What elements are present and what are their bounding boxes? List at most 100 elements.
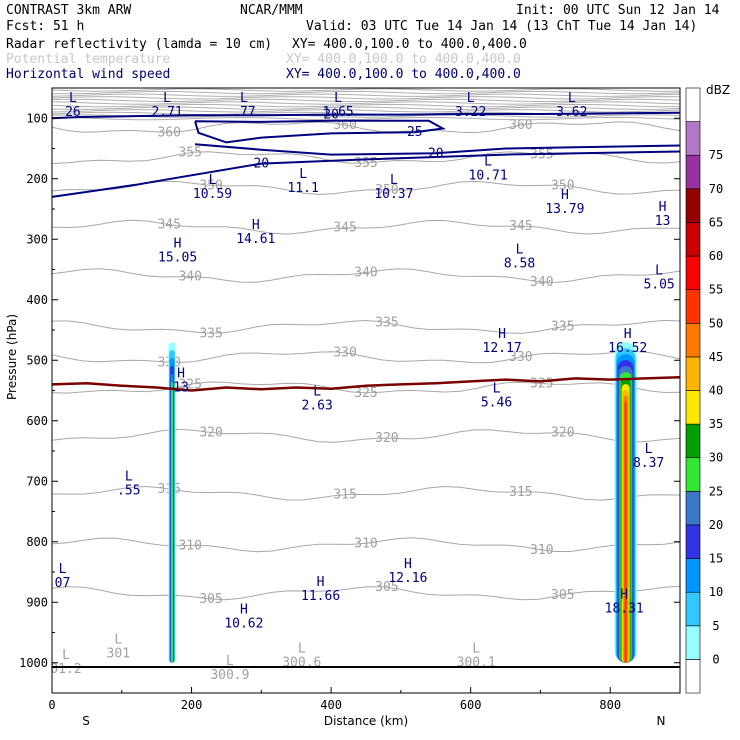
wind-contour-label: 20 xyxy=(323,108,339,123)
theta-contour-label: 310 xyxy=(530,543,553,558)
y-tick-label: 600 xyxy=(26,414,48,428)
theta-contour xyxy=(51,121,681,134)
theta-contour-label: 325 xyxy=(354,386,377,401)
stratosphere-isentrope xyxy=(51,101,681,105)
field-xy-theta: XY= 400.0,100.0 to 400.0,400.0 xyxy=(286,52,521,67)
theta-contour-label: 305 xyxy=(199,592,222,607)
extremum-value: 11.66 xyxy=(301,589,340,604)
extremum-marker: H xyxy=(177,366,185,381)
theta-contour xyxy=(51,350,681,364)
colorbar-level-label: 75 xyxy=(709,148,723,162)
theta-extremum-value: 01.2 xyxy=(50,662,81,677)
y-tick-label: 900 xyxy=(26,595,48,609)
extremum-marker: H xyxy=(174,236,182,251)
colorbar: 0 5 10 15 20 25 30 35 40 45 50 55 60 65 70 75 xyxy=(685,87,723,694)
extremum-value: 3.22 xyxy=(455,105,486,120)
colorbar-swatch xyxy=(685,322,701,358)
extremum-marker: L xyxy=(209,173,217,188)
extremum-marker: L xyxy=(390,173,398,188)
theta-contour-label: 345 xyxy=(157,218,180,233)
stratosphere-isentrope xyxy=(51,88,681,92)
extremum-marker: L xyxy=(163,91,171,106)
extremum-value: 14.61 xyxy=(236,232,275,247)
y-tick-label: 200 xyxy=(26,172,48,186)
wind-contour xyxy=(194,119,446,144)
extremum-marker: H xyxy=(624,327,632,342)
extremum-value: .55 xyxy=(117,483,140,498)
wind-contour xyxy=(51,150,681,198)
extremum-value: 13.79 xyxy=(545,202,584,217)
colorbar-swatch xyxy=(685,222,701,257)
theta-contour xyxy=(51,219,681,235)
colorbar-level-label: 40 xyxy=(709,384,723,398)
colorbar-swatch xyxy=(685,659,701,694)
extremum-value: 11.1 xyxy=(288,181,319,196)
field-name-wind: Horizontal wind speed xyxy=(6,67,170,82)
y-tick-label: 400 xyxy=(26,293,48,307)
theta-extremum-value: 300.1 xyxy=(457,656,496,671)
colorbar-swatch xyxy=(685,591,701,627)
colorbar-swatch xyxy=(685,255,701,291)
field-xy-reflectivity: XY= 400.0,100.0 to 400.0,400.0 xyxy=(292,37,527,52)
y-tick-label: 300 xyxy=(26,232,48,246)
theta-contour xyxy=(51,268,681,284)
colorbar-swatch xyxy=(685,390,701,425)
theta-contour-label: 335 xyxy=(551,320,574,335)
theta-contour-label: 350 xyxy=(199,179,222,194)
extremum-value: 12.17 xyxy=(483,341,522,356)
colorbar-level-label: 65 xyxy=(709,215,723,229)
extremum-value: 15.05 xyxy=(158,250,197,265)
extremum-marker: L xyxy=(655,264,663,279)
wind-contour-label: 20 xyxy=(253,157,269,172)
extremum-marker: H xyxy=(498,327,506,342)
theta-contour-label: 320 xyxy=(551,426,574,441)
x-tick-label: 200 xyxy=(181,698,203,712)
colorbar-swatch xyxy=(685,423,701,459)
extremum-marker: L xyxy=(467,91,475,106)
extremum-value: 12.16 xyxy=(388,571,427,586)
extremum-value: 26 xyxy=(65,105,81,120)
valid-time: Valid: 03 UTC Tue 14 Jan 14 (13 ChT Tue … xyxy=(306,19,697,34)
extremum-marker: L xyxy=(493,382,501,397)
extremum-marker: L xyxy=(59,562,67,577)
extremum-value: 10.71 xyxy=(469,169,508,184)
theta-contour-label: 325 xyxy=(530,377,553,392)
theta-contour-label: 335 xyxy=(375,316,398,331)
extremum-value: 5.05 xyxy=(643,278,674,293)
extremum-value: .77 xyxy=(232,105,255,120)
theta-extremum-value: 301 xyxy=(107,647,130,662)
reflectivity-band xyxy=(624,402,627,663)
extremum-marker: L xyxy=(334,91,342,106)
colorbar-swatch xyxy=(685,524,701,559)
theta-contour xyxy=(51,319,681,334)
extremum-marker: L xyxy=(645,442,653,457)
extremum-marker: L xyxy=(568,91,576,106)
stratosphere-isentrope xyxy=(51,98,681,102)
extremum-value: 13 xyxy=(655,214,671,229)
colorbar-swatch xyxy=(685,457,701,492)
extremum-value: 07 xyxy=(55,576,71,591)
extrema-annotations: L26L2.71L.77L1.65L3.22L3.62L10.71L10.59L… xyxy=(50,91,674,683)
theta-contour xyxy=(51,428,681,443)
extremum-marker: H xyxy=(561,188,569,203)
extremum-marker: H xyxy=(659,200,667,215)
stratosphere-isentrope xyxy=(51,106,681,110)
freezing-level xyxy=(51,375,681,392)
theta-extremum-marker: L xyxy=(298,642,306,657)
y-tick-label: 800 xyxy=(26,535,48,549)
x-tick-label: 600 xyxy=(460,698,482,712)
theta-extremum-marker: L xyxy=(226,654,234,669)
stratosphere-isentrope xyxy=(51,114,681,118)
colorbar-level-label: 50 xyxy=(709,316,723,330)
institution: NCAR/MMM xyxy=(240,3,303,18)
theta-contour-label: 315 xyxy=(509,485,532,500)
field-xy-wind: XY= 400.0,100.0 to 400.0,400.0 xyxy=(286,67,521,82)
extremum-value: 10.37 xyxy=(374,187,413,202)
colorbar-level-label: 20 xyxy=(709,518,723,532)
model-title: CONTRAST 3km ARW xyxy=(6,3,131,18)
extremum-value: 10.59 xyxy=(193,187,232,202)
colorbar-level-label: 45 xyxy=(709,350,723,364)
theta-contour xyxy=(51,537,681,553)
freezing-level-line xyxy=(51,375,681,392)
